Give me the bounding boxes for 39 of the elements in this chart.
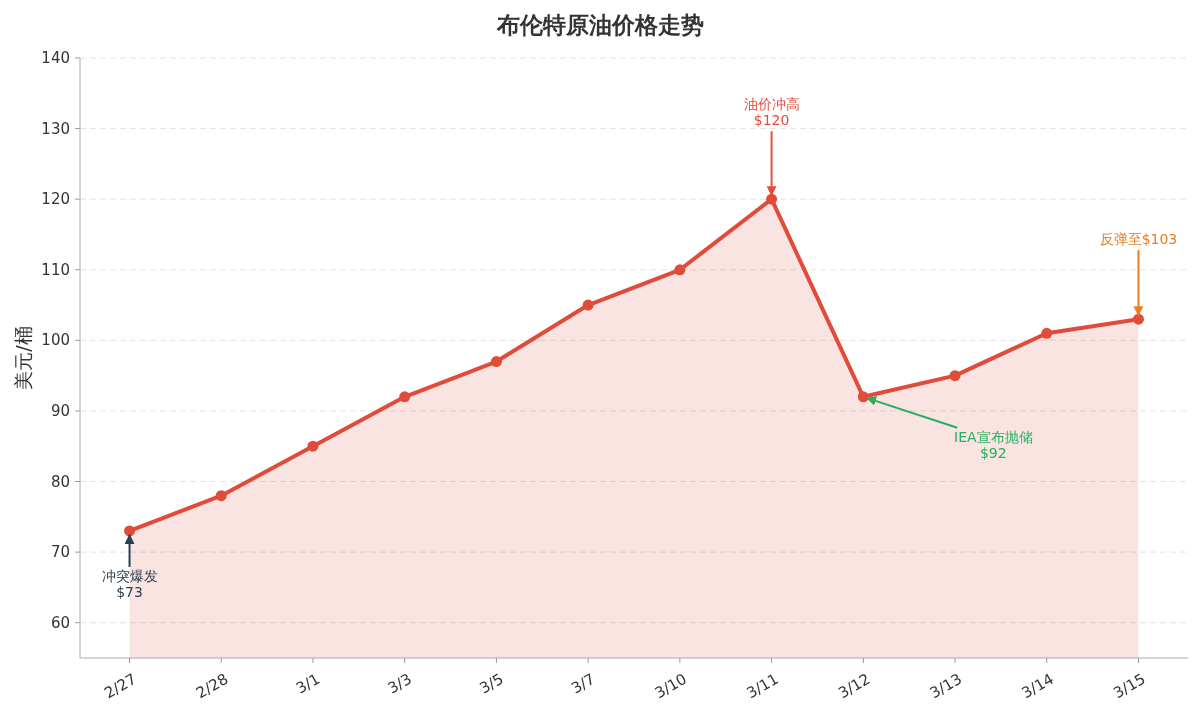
y-tick-label: 130 [41, 119, 70, 138]
y-tick-label: 140 [41, 49, 70, 67]
x-tick-label: 3/13 [926, 669, 966, 703]
point [124, 525, 136, 537]
point [674, 264, 686, 276]
y-tick-label: 110 [41, 260, 70, 279]
chart-title: 布伦特原油价格走势 [495, 12, 704, 38]
x-tick-label: 3/5 [476, 669, 507, 698]
x-tick-label: 3/12 [835, 669, 874, 703]
point [766, 193, 778, 205]
x-tick-label: 3/14 [1018, 669, 1057, 703]
x-tick-label: 2/28 [193, 669, 232, 703]
x-tick-label: 2/27 [101, 669, 140, 703]
x-tick-label: 3/7 [568, 669, 599, 698]
y-axis-title: 美元/桶 [12, 326, 34, 390]
point [399, 391, 411, 403]
annotation: 冲突爆发 $73 [101, 567, 158, 600]
x-tick-label: 3/10 [651, 669, 690, 703]
x-tick-label: 3/3 [384, 669, 415, 698]
y-tick-label: 60 [50, 613, 70, 632]
annotation: 反弹至$103 [1099, 231, 1178, 248]
point [307, 440, 319, 452]
point [1041, 327, 1053, 339]
y-tick-label: 80 [50, 472, 70, 491]
point [215, 490, 227, 502]
point [949, 370, 961, 382]
annotation: 油价冲高 $120 [743, 96, 800, 129]
y-tick-label: 70 [50, 543, 70, 562]
y-tick-label: 100 [41, 331, 70, 350]
point [857, 391, 869, 403]
point [1132, 313, 1144, 325]
x-tick-label: 3/11 [743, 669, 782, 703]
point [582, 299, 594, 311]
y-tick-label: 120 [41, 190, 70, 209]
x-tick-label: 3/1 [293, 669, 323, 698]
y-tick-label: 90 [50, 401, 70, 420]
annotation: IEA宣布抛储 $92 [954, 428, 1033, 461]
x-tick-label: 3/15 [1110, 669, 1149, 703]
point [490, 356, 502, 368]
